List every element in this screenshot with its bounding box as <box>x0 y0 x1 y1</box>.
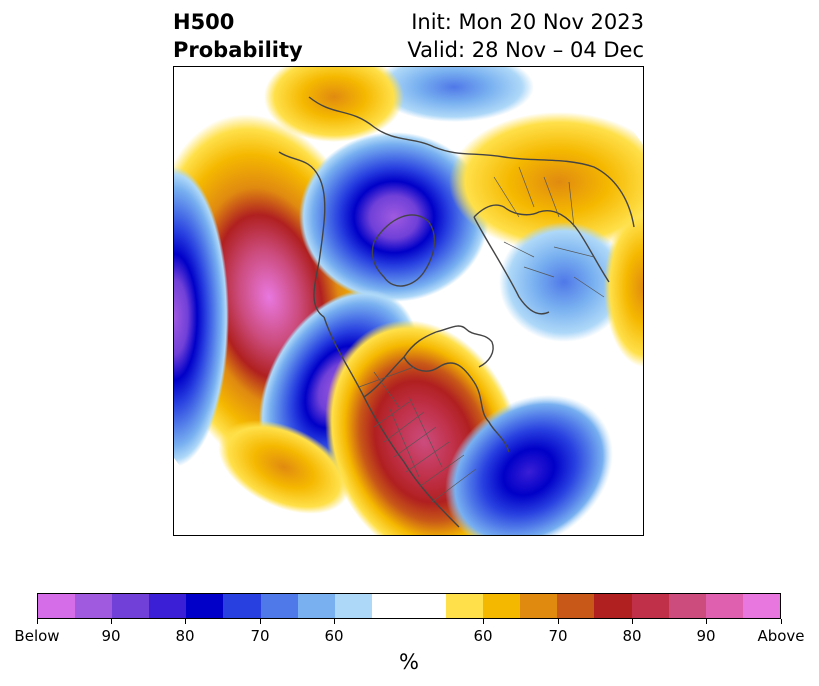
anomaly-below-arctic <box>299 132 489 302</box>
colorbar-tick-mark <box>184 619 186 624</box>
anomaly-above-east-edge <box>604 207 643 367</box>
colorbar-tick-label: 70 <box>548 627 568 645</box>
colorbar-segment <box>483 594 521 618</box>
greenland-coastline <box>371 214 436 287</box>
anomaly-below-north-arc <box>374 67 534 122</box>
valid-range: Valid: 28 Nov – 04 Dec <box>407 38 644 62</box>
anomaly-below-western-atlantic <box>445 394 613 535</box>
anomaly-above-southwest <box>218 420 350 514</box>
canada-borders <box>358 366 415 408</box>
colorbar-segment <box>371 594 409 618</box>
colorbar-segment <box>705 594 743 618</box>
colorbar-tick-mark <box>482 619 484 624</box>
colorbar-segment <box>594 594 632 618</box>
colorbar-segment <box>297 594 335 618</box>
colorbar-tick-mark <box>557 619 559 624</box>
colorbar-segment <box>112 594 150 618</box>
colorbar-segment <box>260 594 298 618</box>
map-canvas <box>174 67 643 535</box>
colorbar-segment <box>334 594 372 618</box>
colorbar-segment <box>75 594 113 618</box>
init-date: Init: Mon 20 Nov 2023 <box>411 10 644 34</box>
colorbar-tick-label: 90 <box>101 627 121 645</box>
colorbar-segment <box>408 594 447 618</box>
political-borders <box>358 166 605 503</box>
colorbar-tick-label: 60 <box>324 627 344 645</box>
colorbar-tick-mark <box>110 619 112 624</box>
colorbar-segment <box>631 594 669 618</box>
anomaly-below-west-edge <box>174 167 229 467</box>
colorbar-segment <box>557 594 595 618</box>
colorbar <box>37 593 781 619</box>
colorbar-tick-label: 90 <box>696 627 716 645</box>
colorbar-tick-label: Below <box>14 627 60 645</box>
colorbar-tick-mark <box>333 619 335 624</box>
colorbar-segment <box>38 594 76 618</box>
colorbar-segment <box>520 594 558 618</box>
colorbar-segment <box>742 594 780 618</box>
asia-coastline <box>308 96 635 315</box>
anomaly-field <box>174 67 643 535</box>
anomaly-below-central-asia <box>499 222 629 342</box>
title-line-1: H500 <box>173 10 235 34</box>
colorbar-tick-mark <box>259 619 261 624</box>
us-state-borders <box>373 396 477 503</box>
colorbar-tick-label: 60 <box>473 627 493 645</box>
colorbar-tick-label: 70 <box>250 627 270 645</box>
colorbar-tick-mark <box>780 619 782 624</box>
eurasia-borders <box>493 166 605 298</box>
alaska-coastline <box>278 151 326 318</box>
colorbar-tick-label: 80 <box>175 627 195 645</box>
colorbar-tick-mark <box>631 619 633 624</box>
colorbar-segment <box>668 594 706 618</box>
colorbar-unit-label: % <box>399 650 419 674</box>
north-america-coastline <box>323 316 510 528</box>
colorbar-segment <box>223 594 261 618</box>
colorbar-segment <box>149 594 187 618</box>
chart-title: H500 Probability <box>173 8 303 64</box>
anomaly-above-north <box>264 67 404 142</box>
date-info: Init: Mon 20 Nov 2023 Valid: 28 Nov – 04… <box>407 8 644 64</box>
colorbar-tick-mark <box>36 619 38 624</box>
europe-coastline <box>473 204 610 283</box>
colorbar-tick-label: Above <box>757 627 805 645</box>
anomaly-above-europe <box>449 112 643 252</box>
colorbar-segment <box>186 594 224 618</box>
title-line-2: Probability <box>173 38 303 62</box>
hudson-bay-coastline <box>435 325 494 368</box>
colorbar-tick-label: 80 <box>622 627 642 645</box>
colorbar-segment <box>446 594 484 618</box>
colorbar-tick-mark <box>705 619 707 624</box>
probability-map <box>173 66 644 536</box>
coastlines <box>278 96 635 528</box>
